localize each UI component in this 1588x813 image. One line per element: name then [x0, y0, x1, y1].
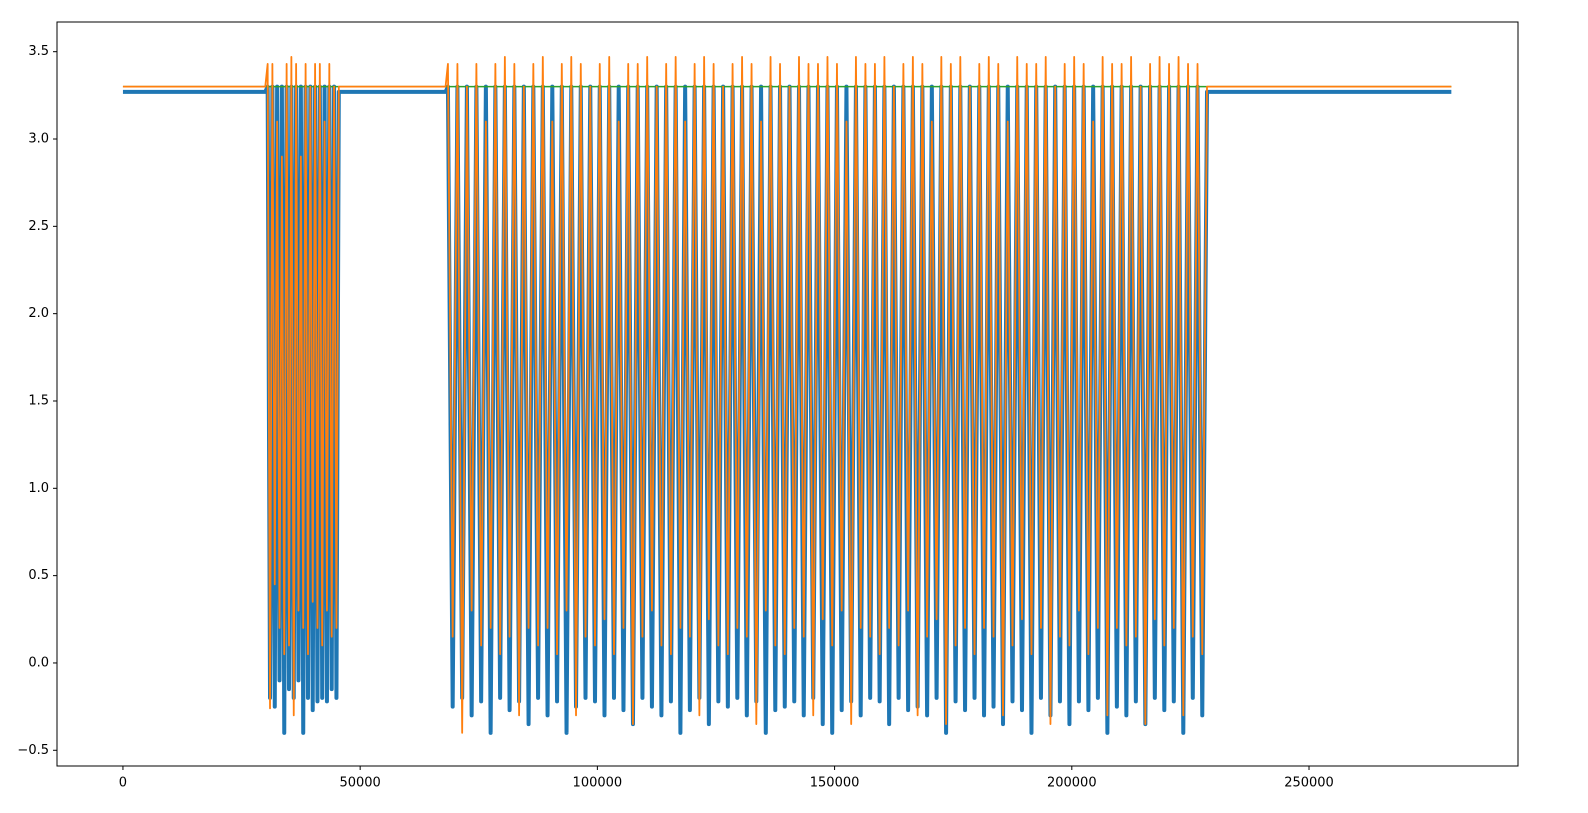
y-tick-label: 1.5 — [28, 393, 49, 408]
x-tick-label: 100000 — [573, 776, 623, 791]
plot-area — [122, 56, 1452, 735]
y-tick-label: 0.0 — [28, 655, 49, 670]
y-tick-label: 2.5 — [28, 219, 49, 234]
x-tick-label: 200000 — [1047, 776, 1097, 791]
y-tick-label: 3.5 — [28, 44, 49, 59]
x-tick-label: 0 — [119, 776, 127, 791]
x-tick-label: 50000 — [339, 776, 380, 791]
y-tick-label: 3.0 — [28, 132, 49, 147]
y-tick-label: 1.0 — [28, 481, 49, 496]
x-tick-label: 150000 — [810, 776, 860, 791]
x-tick-label: 250000 — [1284, 776, 1334, 791]
y-tick-label: 2.0 — [28, 306, 49, 321]
y-tick-label: 0.5 — [28, 568, 49, 583]
axes-frame — [56, 21, 1519, 767]
y-tick-label: −0.5 — [17, 743, 49, 758]
data-line — [122, 56, 1452, 734]
